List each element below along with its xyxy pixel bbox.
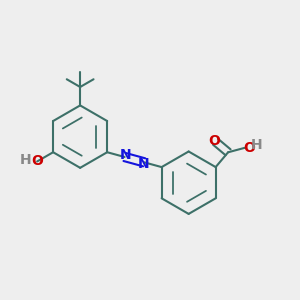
Text: H: H: [251, 138, 262, 152]
Text: N: N: [120, 148, 131, 162]
Text: O: O: [243, 140, 255, 154]
Text: O: O: [208, 134, 220, 148]
Text: H: H: [20, 153, 32, 167]
Text: O: O: [32, 154, 44, 168]
Text: N: N: [137, 157, 149, 171]
